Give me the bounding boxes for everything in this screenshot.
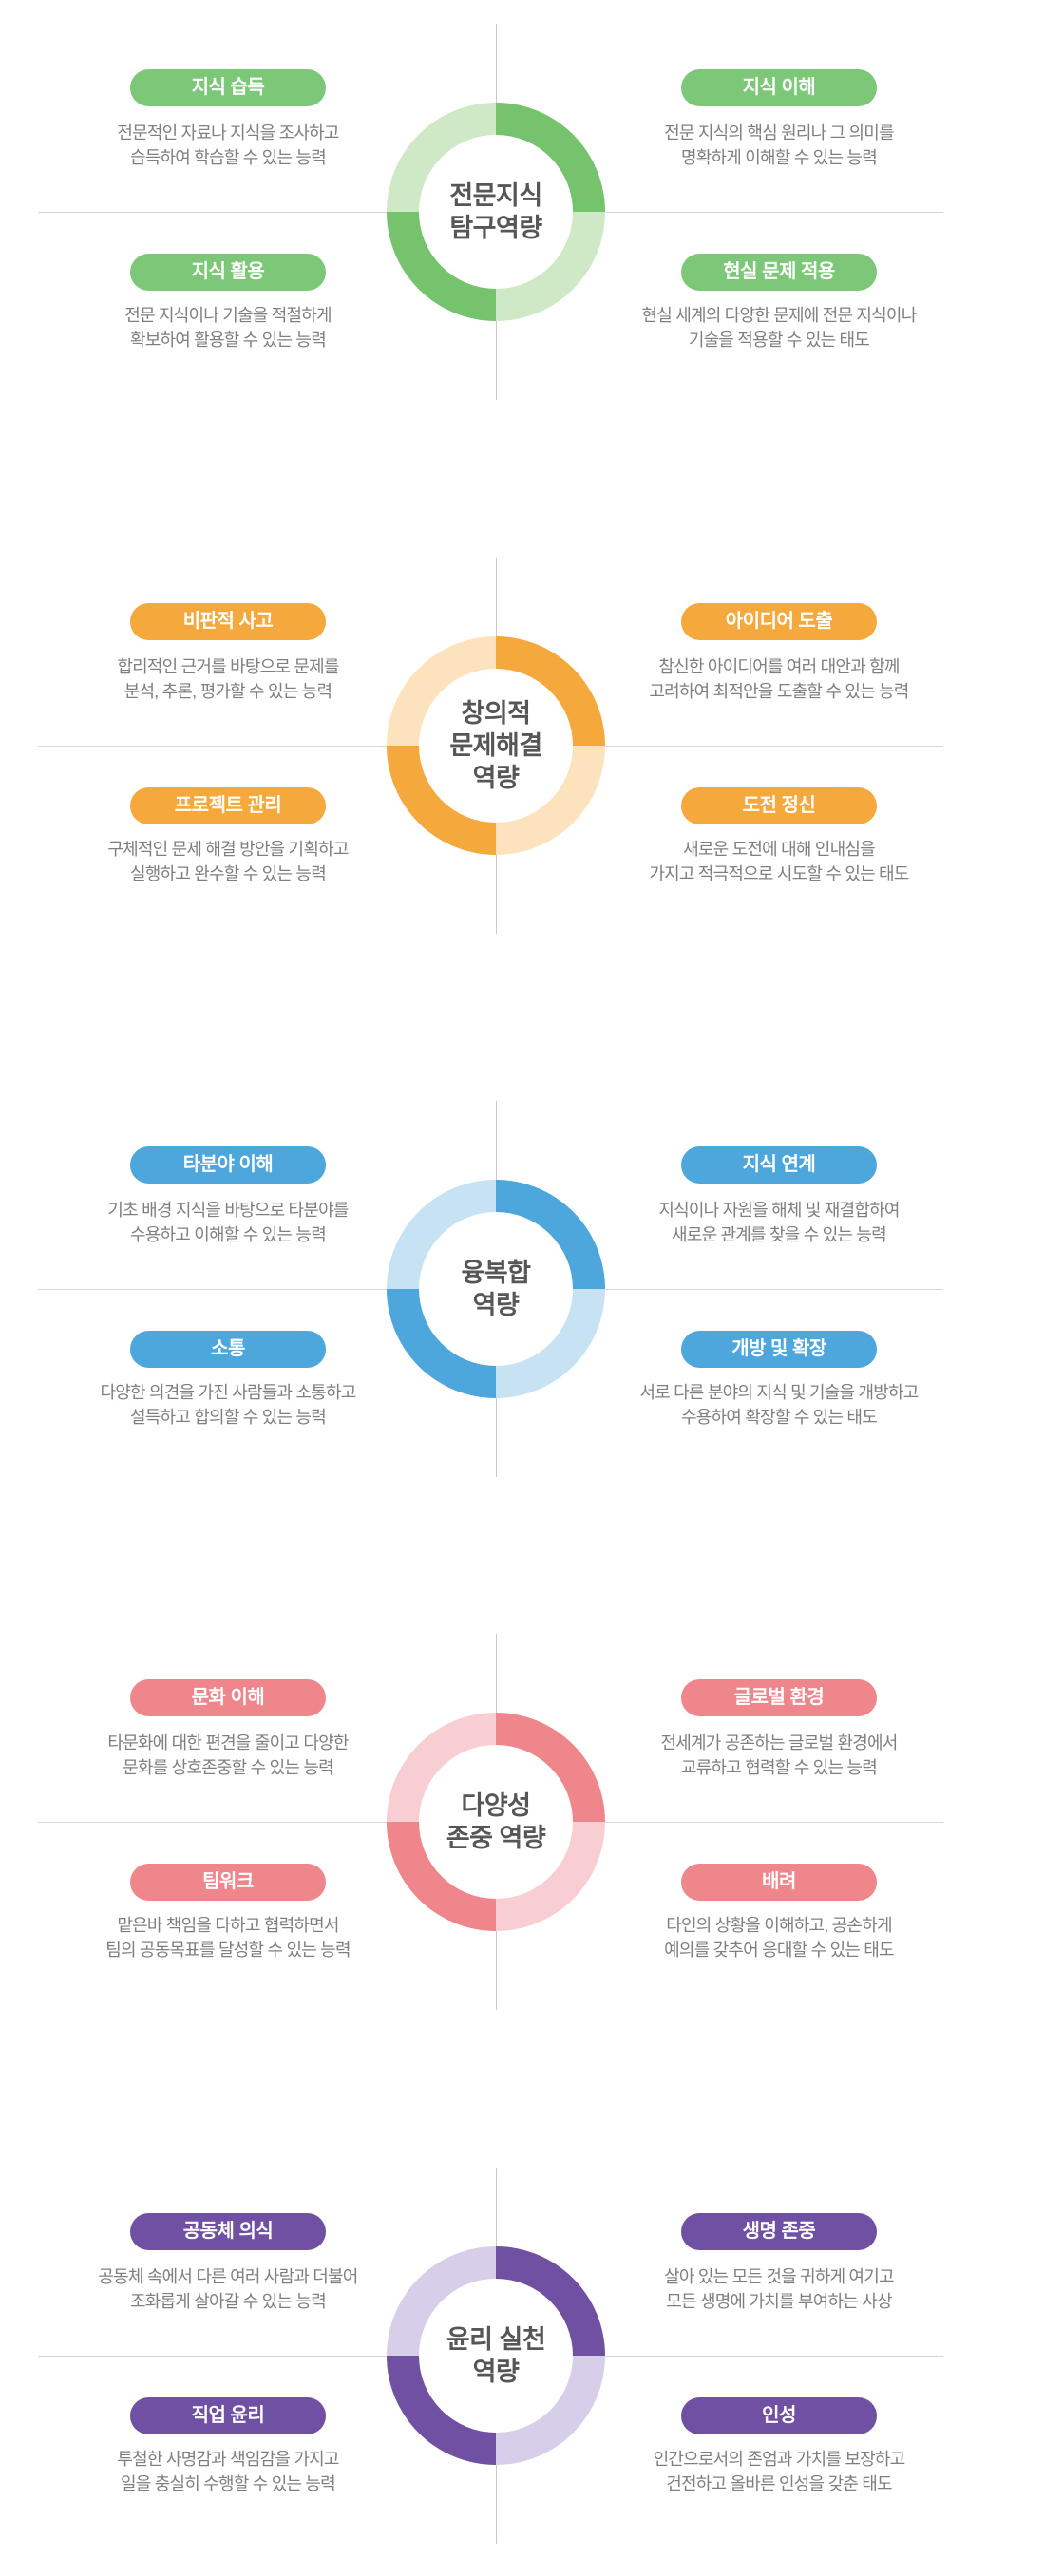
donut-ring: [387, 103, 605, 321]
item-description: 참신한 아이디어를 여러 대안과 함께 고려하여 최적안을 도출할 수 있는 능…: [649, 657, 909, 701]
item-badge: 지식 이해: [681, 69, 877, 106]
item-badge: 직업 윤리: [130, 2397, 326, 2434]
section-creative-problem-solving: 창의적 문제해결 역량 비판적 사고 합리적인 근거를 바탕으로 문제를 분석,…: [0, 479, 1044, 1013]
item-badge: 지식 활용: [130, 254, 326, 291]
item-description: 살아 있는 모든 것을 귀하게 여기고 모든 생명에 가치를 부여하는 사상: [664, 2267, 894, 2311]
item-description: 기초 배경 지식을 바탕으로 타분야를 수용하고 이해할 수 있는 능력: [107, 1201, 349, 1244]
item-description: 다양한 의견을 가진 사람들과 소통하고 설득하고 합의할 수 있는 능력: [100, 1383, 357, 1427]
item-description: 공동체 속에서 다른 여러 사람과 더불어 조화롭게 살아갈 수 있는 능력: [98, 2267, 358, 2311]
item-description: 맡은바 책임을 다하고 협력하면서 팀의 공동목표를 달성할 수 있는 능력: [105, 1916, 351, 1960]
item-badge: 프로젝트 관리: [130, 787, 326, 824]
item-badge: 현실 문제 적용: [681, 254, 877, 291]
item-badge: 비판적 사고: [130, 603, 326, 640]
item-badge: 인성: [681, 2397, 877, 2434]
item-badge: 지식 연계: [681, 1146, 877, 1184]
item-badge: 공동체 의식: [130, 2213, 326, 2250]
item-badge: 생명 존중: [681, 2213, 877, 2250]
item-description: 합리적인 근거를 바탕으로 문제를 분석, 추론, 평가할 수 있는 능력: [117, 657, 339, 701]
item-description: 타인의 상황을 이해하고, 공손하게 예의를 갖추어 응대할 수 있는 태도: [664, 1916, 894, 1960]
item-badge: 도전 정신: [681, 787, 877, 824]
item-description: 인간으로서의 존엄과 가치를 보장하고 건전하고 올바른 인성을 갖춘 태도: [653, 2450, 906, 2493]
item-description: 현실 세계의 다양한 문제에 전문 지식이나 기술을 적용할 수 있는 태도: [641, 306, 918, 350]
item-description: 전세계가 공존하는 글로벌 환경에서 교류하고 협력할 수 있는 능력: [660, 1733, 898, 1777]
section-expert-knowledge: 전문지식 탐구역량 지식 습득 전문적인 자료나 지식을 조사하고 습득하여 학…: [0, 0, 1044, 479]
item-description: 전문적인 자료나 지식을 조사하고 습득하여 학습할 수 있는 능력: [117, 123, 339, 167]
item-description: 타문화에 대한 편견을 줄이고 다양한 문화를 상호존중할 수 있는 능력: [107, 1733, 349, 1777]
item-badge: 소통: [130, 1331, 326, 1368]
item-badge: 아이디어 도출: [681, 603, 877, 640]
item-badge: 글로벌 환경: [681, 1679, 877, 1716]
item-description: 새로운 도전에 대해 인내심을 가지고 적극적으로 시도할 수 있는 태도: [649, 840, 909, 883]
item-description: 전문 지식의 핵심 원리나 그 의미를 명확하게 이해할 수 있는 능력: [664, 123, 894, 167]
item-description: 투철한 사명감과 책임감을 가지고 일을 충실히 수행할 수 있는 능력: [117, 2450, 339, 2493]
item-description: 구체적인 문제 해결 방안을 기획하고 실행하고 완수할 수 있는 능력: [107, 840, 349, 883]
donut-ring: [387, 2246, 605, 2465]
item-description: 전문 지식이나 기술을 적절하게 확보하여 활용할 수 있는 능력: [124, 306, 332, 350]
item-badge: 지식 습득: [130, 69, 326, 106]
donut-ring: [387, 636, 605, 855]
section-diversity-respect: 다양성 존중 역량 문화 이해 타문화에 대한 편견을 줄이고 다양한 문화를 …: [0, 1555, 1044, 2089]
item-description: 서로 다른 분야의 지식 및 기술을 개방하고 수용하여 확장할 수 있는 태도: [639, 1383, 919, 1427]
item-badge: 타분야 이해: [130, 1146, 326, 1184]
competency-title: 다양성 존중 역량: [446, 1791, 546, 1852]
item-badge: 개방 및 확장: [681, 1331, 877, 1368]
item-badge: 팀워크: [130, 1864, 326, 1901]
section-ethics-practice: 윤리 실천 역량 공동체 의식 공동체 속에서 다른 여러 사람과 더불어 조화…: [0, 2089, 1044, 2576]
item-badge: 문화 이해: [130, 1679, 326, 1716]
item-description: 지식이나 자원을 해체 및 재결합하여 새로운 관계를 찾을 수 있는 능력: [658, 1201, 900, 1244]
competency-title: 전문지식 탐구역량: [449, 181, 542, 242]
section-convergence: 융복합 역량 타분야 이해 기초 배경 지식을 바탕으로 타분야를 수용하고 이…: [0, 1022, 1044, 1556]
competency-title: 창의적 문제해결 역량: [449, 699, 542, 792]
competency-title: 윤리 실천 역량: [446, 2325, 546, 2386]
donut-ring: [387, 1713, 605, 1931]
competency-title: 융복합 역량: [461, 1259, 531, 1319]
item-badge: 배려: [681, 1864, 877, 1901]
donut-ring: [387, 1180, 605, 1398]
